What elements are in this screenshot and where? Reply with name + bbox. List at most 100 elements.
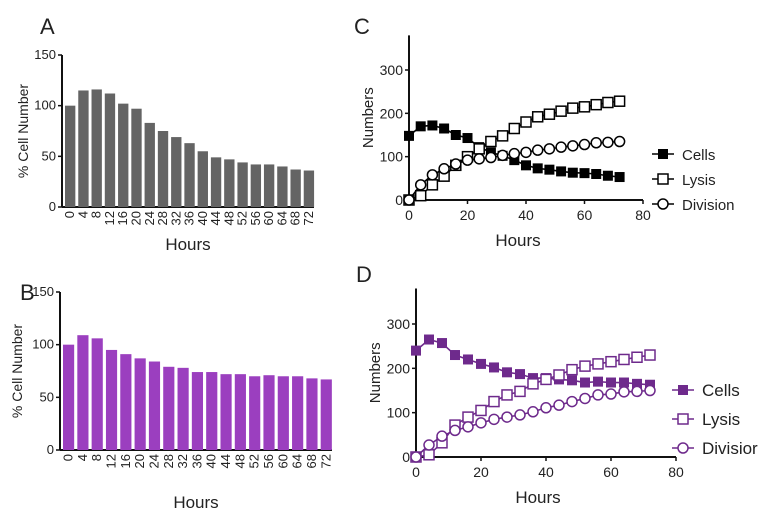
- x-tick-label: 72: [301, 211, 316, 225]
- x-tick-label: 36: [189, 454, 204, 468]
- y-axis-label: Numbers: [367, 342, 384, 403]
- point-cells-24: [489, 362, 499, 373]
- point-cells-16: [463, 354, 473, 365]
- point-lysis-32: [514, 385, 526, 398]
- bar-64: [292, 376, 304, 450]
- x-tick-label: 48: [232, 454, 247, 468]
- bar-60: [263, 164, 275, 207]
- legend-label-division: Divisior: [702, 439, 758, 458]
- point-cells-56: [567, 167, 578, 178]
- point-lysis-52: [579, 360, 591, 372]
- bar-44: [210, 157, 222, 207]
- legend-label-lysis: Lysis: [682, 172, 716, 189]
- point-lysis-72: [613, 95, 626, 107]
- point-lysis-28: [501, 389, 513, 401]
- y-tick-label: 150: [34, 47, 56, 62]
- x-tick-label: 52: [247, 454, 262, 468]
- bar-8: [91, 338, 103, 450]
- point-division-44: [553, 399, 565, 411]
- bar-52: [237, 162, 248, 207]
- point-division-8: [436, 430, 448, 442]
- y-tick-label: 200: [387, 360, 411, 376]
- point-lysis-40: [520, 116, 532, 128]
- x-axis-label: Hours: [495, 231, 540, 250]
- point-division-32: [514, 409, 526, 421]
- point-cells-16: [450, 130, 461, 140]
- point-lysis-64: [590, 98, 602, 111]
- x-tick-label: 28: [155, 211, 170, 225]
- point-cells-56: [593, 376, 603, 387]
- y-tick-label: 150: [32, 284, 54, 299]
- point-lysis-56: [567, 102, 579, 114]
- x-tick-label: 32: [175, 454, 190, 468]
- x-tick-label: 20: [128, 211, 143, 225]
- point-lysis-4: [414, 189, 427, 202]
- bar-0: [65, 105, 76, 207]
- point-division-16: [450, 158, 462, 170]
- point-cells-4: [415, 121, 426, 132]
- legend-label-lysis: Lysis: [702, 410, 740, 429]
- y-axis-label: % Cell Number: [9, 324, 25, 418]
- point-division-36: [508, 147, 521, 160]
- y-tick-label: 50: [42, 148, 56, 163]
- x-tick-label: 24: [142, 211, 157, 225]
- point-cells-20: [462, 133, 473, 144]
- x-tick-label: 24: [146, 454, 161, 468]
- point-division-20: [475, 417, 487, 429]
- legend-marker-lysis: [657, 173, 669, 185]
- bar-32: [171, 137, 182, 207]
- x-tick-label: 12: [102, 211, 117, 225]
- panel-label-b: B: [20, 280, 35, 305]
- point-division-40: [520, 146, 532, 159]
- point-lysis-36: [527, 378, 539, 390]
- point-division-24: [488, 413, 500, 426]
- bar-32: [177, 367, 189, 450]
- bar-20: [131, 108, 142, 207]
- bar-20: [134, 358, 146, 450]
- bar-12: [104, 93, 116, 207]
- point-lysis-64: [618, 353, 630, 366]
- point-division-4: [414, 179, 427, 191]
- legend-marker-division: [657, 198, 669, 210]
- point-lysis-36: [508, 122, 521, 135]
- legend-label-cells: Cells: [702, 381, 740, 400]
- point-division-40: [540, 402, 552, 414]
- point-cells-44: [532, 163, 543, 174]
- point-cells-68: [602, 170, 613, 181]
- point-cells-48: [567, 375, 577, 386]
- bar-48: [234, 374, 246, 450]
- bar-68: [306, 378, 318, 450]
- point-lysis-60: [578, 101, 591, 113]
- x-tick-label: 28: [161, 454, 176, 468]
- x-tick-label: 4: [75, 211, 90, 218]
- point-cells-72: [645, 379, 655, 390]
- point-division-4: [423, 439, 435, 451]
- point-division-8: [426, 169, 439, 181]
- point-lysis-56: [592, 358, 604, 370]
- x-tick-label: 20: [473, 464, 489, 480]
- point-lysis-52: [555, 105, 567, 117]
- panel-c-line-chart: 0 100 200 300 0 20 40 60 80 Numbers Hours Cells Lysi…: [360, 35, 735, 250]
- point-division-24: [473, 153, 485, 165]
- point-cells-68: [632, 378, 642, 389]
- x-tick-label: 16: [118, 454, 133, 468]
- panel-a-bar-chart: 0501001500481216202428323640444852566064…: [15, 47, 316, 254]
- x-tick-label: 56: [248, 211, 263, 225]
- y-tick-label: 0: [47, 442, 54, 457]
- x-tick-label: 60: [603, 464, 619, 480]
- point-cells-36: [528, 373, 538, 384]
- point-lysis-44: [531, 111, 544, 123]
- point-lysis-68: [631, 351, 643, 363]
- bar-16: [118, 103, 129, 207]
- x-tick-label: 12: [104, 454, 119, 468]
- point-lysis-68: [602, 96, 614, 109]
- bar-8: [91, 89, 102, 207]
- y-tick-label: 100: [380, 149, 404, 165]
- point-division-32: [496, 149, 509, 162]
- bar-56: [250, 164, 262, 207]
- point-division-36: [527, 406, 539, 418]
- point-cells-40: [521, 160, 531, 171]
- y-tick-label: 0: [49, 199, 56, 214]
